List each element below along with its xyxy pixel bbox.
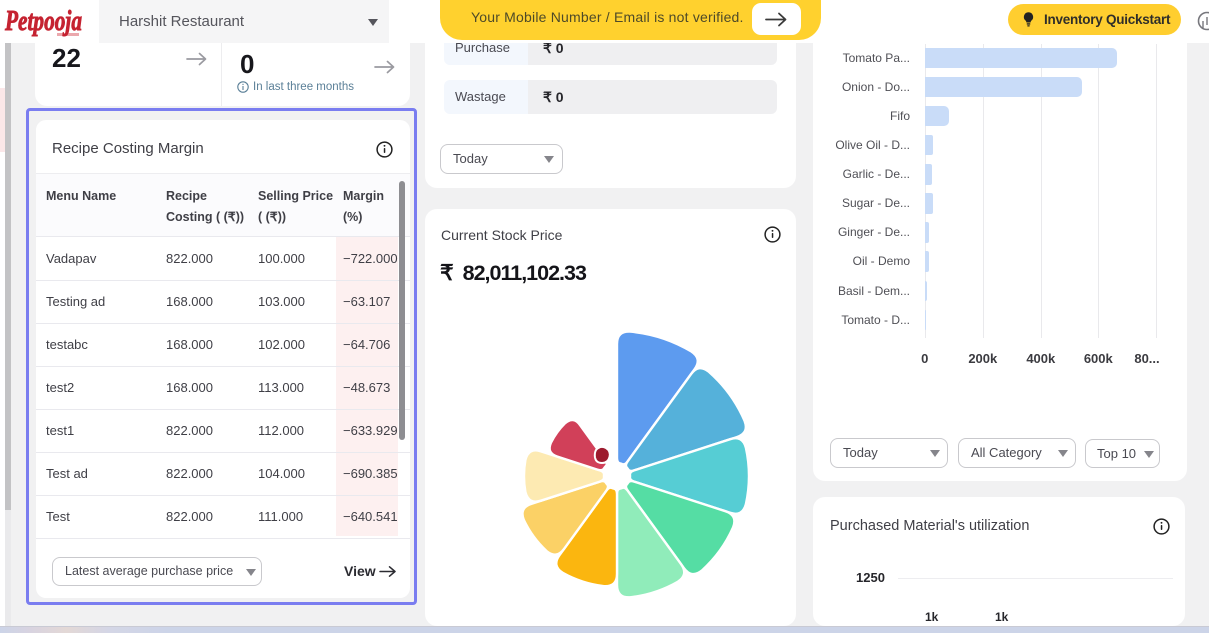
svg-text:Petpooja: Petpooja — [4, 5, 82, 37]
